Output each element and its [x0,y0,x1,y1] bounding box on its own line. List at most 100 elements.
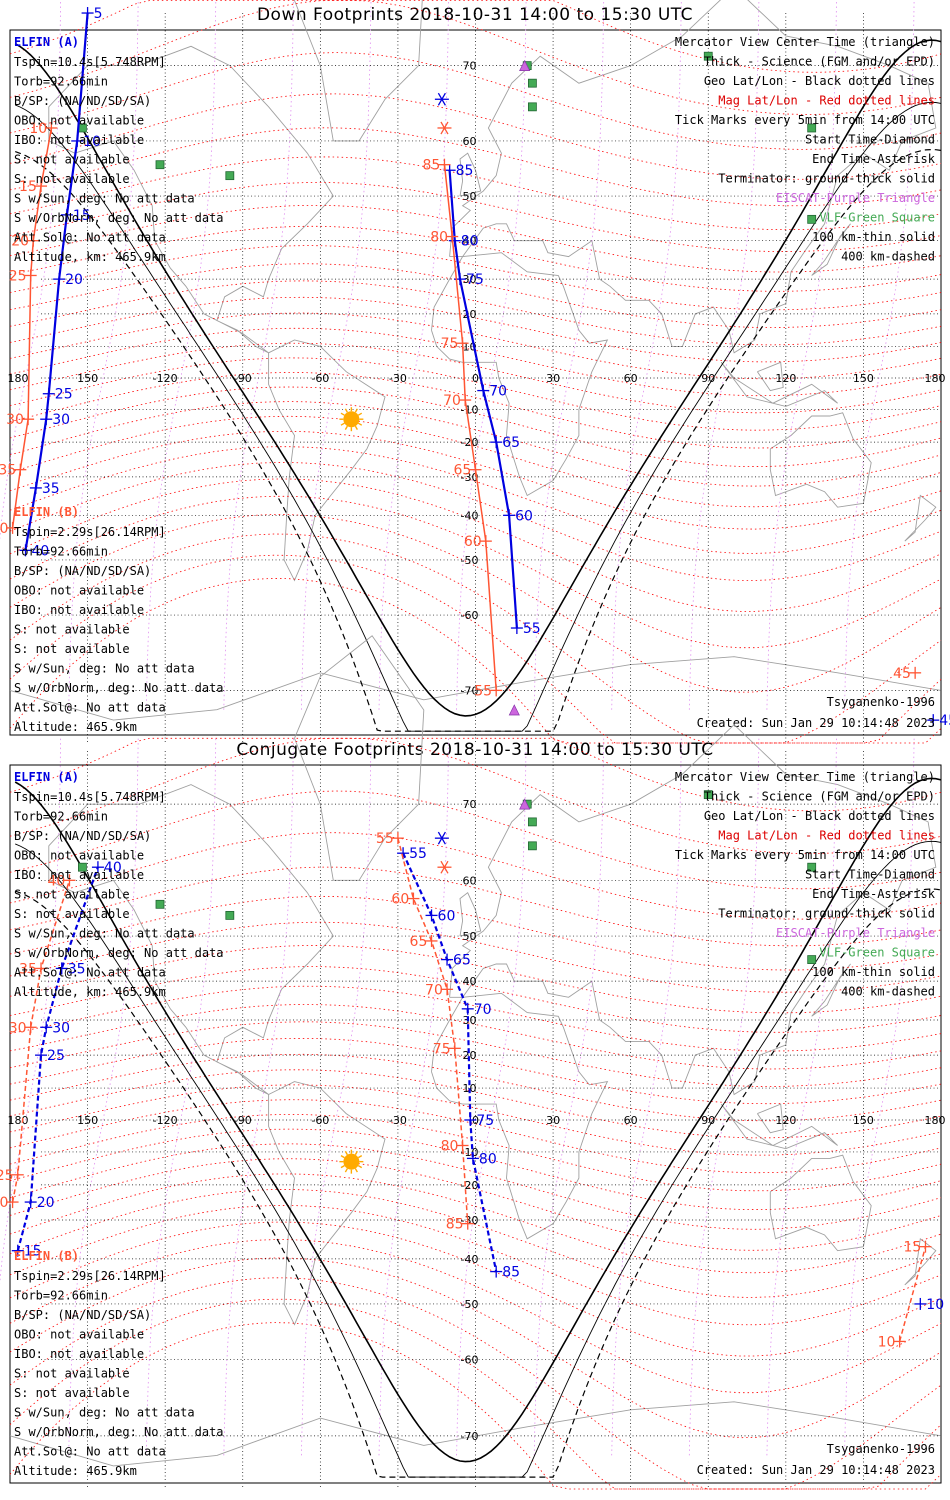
probe-b-info-line: B/SP: (NA/ND/SD/SA) [14,564,151,578]
probe-a-info-line: S: not available [14,172,130,186]
map-down: 180 150 -120 -90 -60 -30 0 30 60 90 120 150 18070605… [0,0,950,744]
probe-a-info-line: Torb=92.66min [14,810,108,824]
left-info: ELFIN (A) Tspin=10.4s[5.748RPM] Torb=92.66… [14,35,224,734]
probe-b-info-line: S: not available [14,623,130,637]
probe-a-info-line: S w/OrbNorm, deg: No att data [14,946,224,960]
time-label: 10 [878,1334,896,1350]
time-label: 30 [52,412,70,428]
probe-a-info-line: OBO: not available [14,114,144,128]
time-label: 10 [926,1297,944,1313]
probe-a-info-line: S: not available [14,888,130,902]
vlf-station [527,841,537,851]
mag-lat-line [9,327,942,397]
eiscat-station [519,59,531,71]
mag-lat-line [9,205,942,273]
time-label: 45 [939,713,950,729]
lon-tick-label: 180 [925,1114,946,1127]
probe-b-info-line: OBO: not available [14,584,144,598]
time-label: 85 [422,158,440,174]
time-label: 35 [68,961,86,977]
mag-lon-line [301,738,372,1456]
time-label: 70 [425,982,443,998]
mag-lat-line [9,895,942,971]
time-label: 55 [523,621,541,637]
mag-lat-line [9,245,942,311]
time-label: 85 [456,163,474,179]
probe-b-info-line: IBO: not available [14,603,144,617]
probe-b-info-line: S w/Sun, deg: No att data [14,662,195,676]
legend-line: Geo Lat/Lon - Black dotted lines [704,809,935,823]
right-info: Mercator View Center Time (triangle) Thic… [675,770,936,999]
mag-lon-line [766,738,837,1456]
mag-lon-line [688,738,760,1456]
lon-tick-label: 150 [853,372,874,385]
vlf-station [155,899,165,909]
lat-tick-label: 30 [463,273,477,286]
mag-lat-line [9,1173,942,1274]
vlf-station [155,160,165,170]
time-label: 40 [104,860,122,876]
probe-b-info-line: S w/OrbNorm, deg: No att data [14,681,224,695]
vlf-station [807,123,817,133]
coastline-11 [811,963,851,1017]
time-label: 80 [479,1151,497,1167]
time-label: 30 [6,412,24,428]
mag-lat-line [9,280,942,346]
lat-tick-label: 60 [463,874,477,887]
probe-b-info-line: Att.Sol@: No att data [14,701,166,715]
probe-b-info-line: IBO: not available [14,1347,144,1361]
coastline-7 [720,362,838,407]
lat-tick-label: -40 [461,1253,479,1266]
end-asterisk [437,121,452,135]
time-label: 80 [430,230,448,246]
lat-tick-label: -60 [461,609,479,622]
axis-ticks: 180 150 -120 -90 -60 -30 0 30 60 90 120 150 180 70 60 5… [8,60,946,698]
eiscat-station [519,798,531,810]
vlf-station [703,790,713,800]
terminator-ground [14,777,942,1463]
probe-a-header: ELFIN (A) [14,770,79,784]
mag-lon-line [145,738,217,1456]
lat-tick-label: 60 [463,135,477,148]
mag-lat-line [9,415,942,508]
legend-line: Tick Marks every 5min from 14:00 UTC [675,113,935,127]
coastline-2 [268,1081,386,1326]
time-label: 15 [19,179,37,195]
probe-a-info-line: Att.Sol@: No att data [14,231,166,245]
mag-lat-line [9,312,942,380]
legend-line: Mercator View Center Time (triangle) [675,770,935,784]
model-label: Tsyganenko-1996 [827,695,935,709]
time-label: 45 [893,666,911,682]
coastline-10 [904,494,937,542]
time-label: 20 [11,234,29,250]
time-label: 60 [464,534,482,550]
legend-line: Terminator: ground-thick solid [718,172,935,186]
lon-tick-label: 30 [546,372,560,385]
coastline-11 [811,223,851,276]
probe-b-info-line: Tspin=2.29s[26.14RPM] [14,1269,166,1283]
lat-tick-label: -10 [461,1146,479,1159]
time-label: 75 [476,1113,494,1129]
time-label: 20 [0,1195,8,1211]
probe-b-info-line: Altitude: 465.9km [14,720,137,734]
mag-lat-line [9,296,942,363]
mag-lat-line [9,1128,942,1211]
probe-a-info-line: IBO: not available [14,133,144,147]
coastline-1 [294,0,423,142]
created-label: Created: Sun Jan 29 10:14:48 2023 [697,1463,935,1477]
time-label: 25 [0,1168,14,1184]
mag-lat-line [9,225,942,292]
probe-b-info-line: S: not available [14,642,130,656]
lon-tick-label: -30 [389,372,407,385]
lon-tick-label: 150 [77,1114,98,1127]
track-a [16,866,99,1251]
mag-lat-line [9,342,942,414]
mag-lon-line [378,0,449,710]
lon-tick-label: 120 [775,1114,796,1127]
mag-lat-line [9,985,942,1052]
lat-tick-label: -20 [461,1179,479,1192]
probe-a-info-line: IBO: not available [14,868,144,882]
time-label: 15 [73,208,91,224]
lat-tick-label: -60 [461,1354,479,1367]
mag-lon-line [766,0,837,710]
